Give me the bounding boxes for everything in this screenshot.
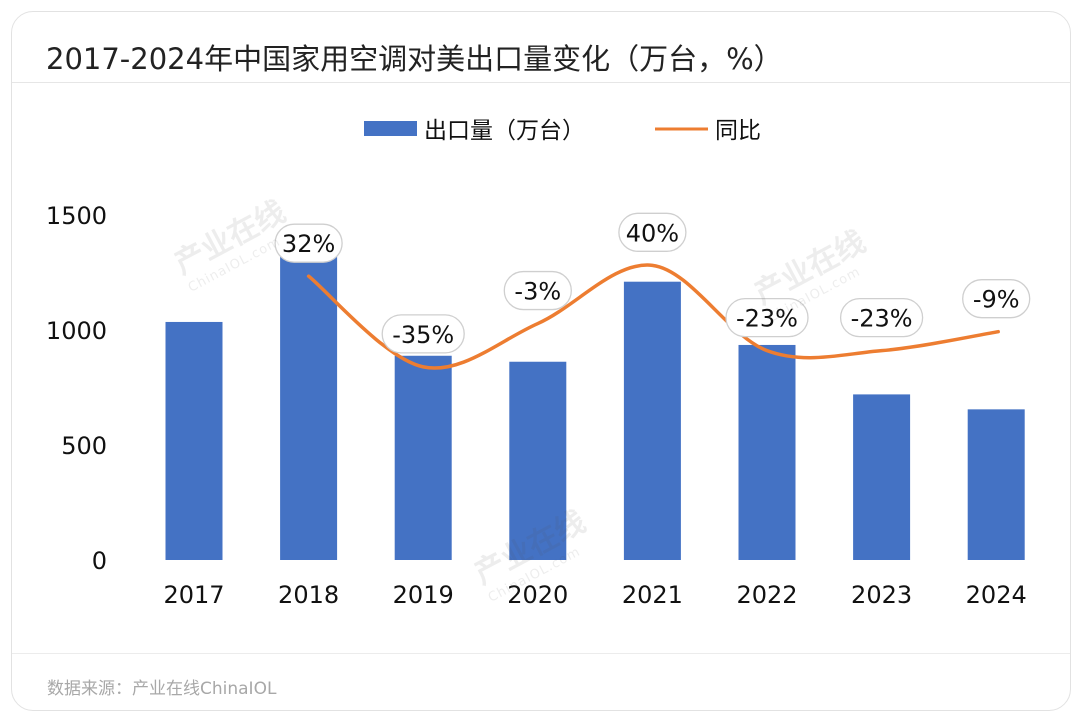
legend-label-bar: 出口量（万台）	[424, 118, 585, 144]
bar-2024	[967, 409, 1025, 560]
y-tick-label: 500	[61, 432, 107, 460]
x-tick-label: 2021	[622, 581, 683, 609]
yoy-label-2018: 32%	[282, 230, 335, 258]
yoy-label-box	[274, 223, 343, 263]
yoy-label-box	[618, 212, 687, 252]
x-tick-label: 2024	[966, 581, 1027, 609]
x-tick-label: 2020	[507, 581, 568, 609]
bar-2020	[509, 361, 567, 560]
chart-title: 2017-2024年中国家用空调对美出口量变化（万台，%）	[46, 42, 783, 76]
x-tick-label: 2019	[393, 581, 454, 609]
yoy-label-2019: -35%	[392, 321, 454, 349]
yoy-labels: 32% -35% -3% 40% -23% -23% -9%	[274, 212, 1031, 354]
title-divider	[12, 82, 1070, 83]
legend-swatch-bar	[364, 121, 417, 136]
yoy-label-box	[962, 279, 1031, 319]
legend-label-line: 同比	[715, 118, 761, 144]
yoy-label-2020: -3%	[514, 278, 561, 306]
bar-2023	[853, 394, 911, 560]
bar-2022	[738, 344, 796, 560]
yoy-label-2024: -9%	[973, 286, 1020, 314]
y-tick-label: 1500	[46, 202, 107, 230]
bar-2021	[623, 281, 681, 560]
yoy-label-2023: -23%	[851, 305, 913, 333]
x-axis: 2017 2018 2019 2020 2021 2022 2023 2024	[163, 581, 1026, 609]
footer-divider	[12, 653, 1070, 654]
x-tick-label: 2023	[851, 581, 912, 609]
chart-canvas: 出口量（万台） 同比 0 500 1000 1500 2017 2018 2019 2020…	[46, 118, 1031, 609]
data-source: 数据来源：产业在线ChinaIOL	[47, 679, 277, 699]
x-tick-label: 2018	[278, 581, 339, 609]
bar-2019	[394, 355, 452, 560]
yoy-label-box	[725, 297, 809, 338]
y-axis: 0 500 1000 1500	[46, 202, 107, 575]
yoy-label-2022: -23%	[736, 305, 798, 333]
x-tick-label: 2022	[736, 581, 797, 609]
x-tick-label: 2017	[163, 581, 224, 609]
legend: 出口量（万台） 同比	[364, 118, 761, 144]
yoy-label-box	[839, 297, 924, 338]
y-tick-label: 1000	[46, 317, 107, 345]
yoy-line	[306, 263, 1000, 370]
bar-series	[165, 245, 1025, 561]
yoy-label-2021: 40%	[626, 219, 679, 247]
yoy-label-box	[381, 314, 465, 354]
y-tick-label: 0	[92, 547, 107, 575]
bar-2018	[280, 245, 338, 561]
chart-card: 2017-2024年中国家用空调对美出口量变化（万台，%） 出口量（万台） 同比…	[11, 11, 1071, 711]
yoy-label-box	[503, 270, 572, 311]
bar-2017	[165, 321, 223, 560]
